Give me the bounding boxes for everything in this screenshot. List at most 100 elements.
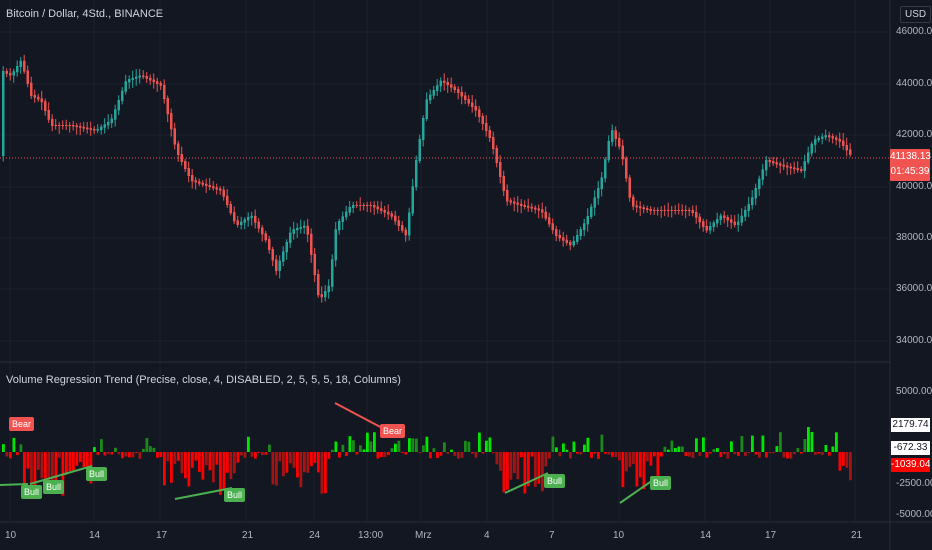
candle-body <box>443 80 446 83</box>
candle-body <box>646 208 649 210</box>
candle-body <box>653 209 656 211</box>
volume-column <box>569 452 572 459</box>
volume-column <box>789 452 793 459</box>
candle-body <box>37 96 40 100</box>
candle-body <box>520 203 523 206</box>
candle-body <box>702 221 705 227</box>
volume-column <box>432 448 436 452</box>
volume-column <box>96 452 100 455</box>
candle-body <box>425 99 428 119</box>
candle-body <box>810 143 813 154</box>
volume-column <box>331 449 334 452</box>
candle-body <box>709 226 712 231</box>
volume-column <box>551 436 555 452</box>
volume-column <box>548 452 551 459</box>
candle-body <box>149 77 152 81</box>
candle-body <box>110 118 113 123</box>
volume-column <box>597 452 600 459</box>
volume-column <box>23 452 26 494</box>
volume-column <box>418 452 422 454</box>
volume-column <box>523 452 527 494</box>
volume-column <box>9 452 12 459</box>
candle-body <box>128 79 131 83</box>
candle-body <box>618 137 621 147</box>
candlestick-series <box>2 54 852 303</box>
volume-column <box>271 452 275 485</box>
time-tick: 10 <box>613 530 625 541</box>
volume-column <box>415 438 418 452</box>
time-tick: 7 <box>549 530 555 541</box>
candle-body <box>100 126 103 130</box>
candle-body <box>418 139 421 161</box>
volume-column <box>835 432 838 452</box>
volume-column <box>439 452 443 456</box>
candle-body <box>541 209 544 213</box>
volume-column <box>481 452 485 454</box>
volume-column <box>345 452 348 456</box>
candle-body <box>275 259 278 271</box>
candle-body <box>359 205 362 206</box>
candle-body <box>404 229 407 236</box>
volume-column <box>674 448 677 452</box>
volume-column <box>152 447 156 452</box>
time-tick: 14 <box>700 530 712 541</box>
currency-label[interactable]: USD <box>900 6 932 23</box>
volume-column <box>705 452 709 458</box>
candle-body <box>481 116 484 124</box>
candle-body <box>334 229 337 261</box>
candle-body <box>600 177 603 189</box>
volume-regression-columns <box>2 427 852 496</box>
price-tick: 46000.00 <box>896 26 932 37</box>
candle-body <box>222 189 225 197</box>
volume-column <box>520 452 523 458</box>
volume-column <box>450 449 453 452</box>
candle-body <box>793 167 796 170</box>
candle-body <box>597 188 600 199</box>
volume-column <box>667 449 670 452</box>
candle-body <box>534 207 537 210</box>
candle-body <box>250 215 253 218</box>
candle-body <box>642 207 645 210</box>
volume-column <box>383 452 387 458</box>
candle-body <box>257 221 260 229</box>
volume-column <box>187 452 191 487</box>
volume-column <box>198 452 201 472</box>
volume-column <box>467 441 471 452</box>
volume-column <box>236 452 240 463</box>
volume-column <box>229 452 233 480</box>
volume-column <box>495 452 499 465</box>
candle-body <box>660 210 663 211</box>
volume-column <box>100 439 103 452</box>
candle-body <box>807 152 810 163</box>
volume-column <box>380 452 383 458</box>
volume-column <box>590 452 593 458</box>
volume-column <box>824 444 828 452</box>
candle-body <box>562 237 565 241</box>
volume-column <box>527 452 530 487</box>
indicator-tick: -5000.00 <box>896 509 932 520</box>
candle-body <box>576 235 579 242</box>
volume-column <box>625 452 628 472</box>
volume-column <box>348 436 352 452</box>
volume-column <box>604 452 607 454</box>
candle-body <box>460 92 463 97</box>
candle-body <box>96 129 99 131</box>
volume-column <box>817 452 821 454</box>
volume-column <box>464 440 467 452</box>
candle-body <box>289 232 292 243</box>
candle-body <box>264 233 267 241</box>
candle-body <box>684 210 687 211</box>
volume-column <box>807 427 810 452</box>
volume-column <box>156 452 159 458</box>
volume-column <box>215 452 219 465</box>
candle-body <box>583 223 586 231</box>
candle-body <box>523 205 526 207</box>
volume-column <box>208 452 212 471</box>
candle-body <box>457 89 460 93</box>
volume-column <box>611 452 614 457</box>
candle-body <box>233 212 236 222</box>
candle-body <box>163 84 166 99</box>
volume-column <box>684 452 688 457</box>
volume-column <box>145 438 149 452</box>
